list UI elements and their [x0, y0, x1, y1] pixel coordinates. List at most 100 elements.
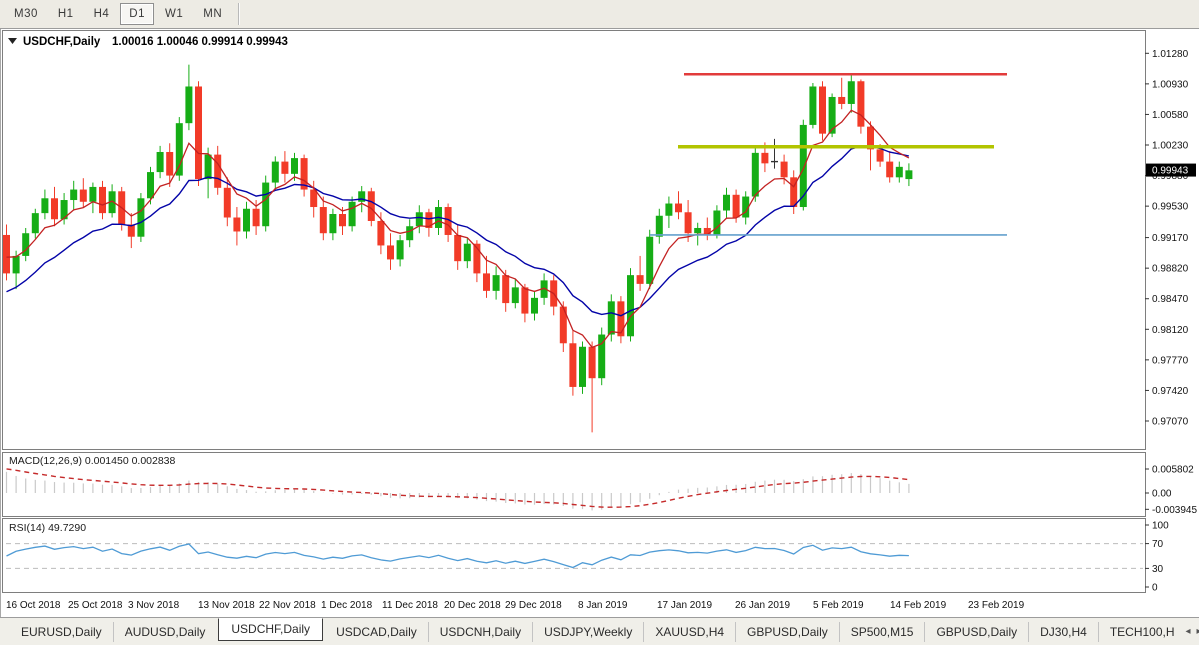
candle-body: [444, 207, 452, 235]
symbol-tab-audusd[interactable]: AUDUSD,Daily: [112, 621, 217, 642]
candle-body: [646, 236, 654, 284]
candle-body: [31, 213, 39, 234]
candle-body: [291, 158, 298, 174]
candle-body: [156, 151, 164, 173]
price-axis[interactable]: 1.01280 1.00930 1.00580 1.00230 0.99880 0.995…: [1145, 49, 1197, 594]
date-axis-label: 14 Feb 2019: [890, 600, 947, 611]
price-chart[interactable]: USDCHF,Daily 1.00016 1.00046 0.99914 0.99…: [0, 29, 1199, 617]
symbol-tab-tech100[interactable]: TECH100,H: [1097, 621, 1186, 642]
candles-layer: [3, 64, 913, 433]
symbol-tab-usdjpy[interactable]: USDJPY,Weekly: [532, 621, 643, 642]
macd-axis-label: -0.003945: [1152, 505, 1197, 516]
main-panel-frame: [2, 30, 1146, 450]
symbol-tab-usdchf-active[interactable]: USDCHF,Daily: [218, 618, 324, 641]
symbol-dropdown-icon[interactable]: [8, 38, 17, 44]
candle-body: [367, 191, 375, 221]
candle-body: [876, 149, 884, 162]
price-axis-label: 1.00930: [1152, 79, 1189, 90]
candle-body: [147, 172, 154, 199]
symbol-tab-gbpusd[interactable]: GBPUSD,Daily: [924, 621, 1028, 642]
date-axis-label: 25 Oct 2018: [68, 600, 123, 611]
date-axis-label: 13 Nov 2018: [198, 600, 255, 611]
timeframe-button-h1[interactable]: H1: [57, 8, 74, 20]
candle-body: [617, 301, 625, 337]
date-axis-label: 22 Nov 2018: [259, 600, 316, 611]
price-axis-label: 0.99170: [1152, 233, 1189, 244]
rsi-axis-label: 30: [1152, 564, 1164, 575]
symbol-tab-sp500[interactable]: SP500,M15: [838, 621, 925, 642]
candle-body: [425, 212, 433, 228]
candle-body: [531, 297, 538, 314]
candle-body: [281, 161, 289, 174]
candle-body: [99, 186, 106, 214]
candle-body: [233, 217, 241, 232]
rsi-panel-frame: [2, 518, 1146, 593]
symbol-tab-eurusd[interactable]: EURUSD,Daily: [21, 624, 102, 639]
candle-body: [867, 126, 874, 150]
macd-panel-frame: [2, 452, 1146, 517]
candle-body: [3, 234, 10, 274]
symbol-tab-usdcnh[interactable]: USDCNH,Daily: [427, 621, 532, 642]
chart-ohlc-values: 1.00016 1.00046 0.99914 0.99943: [112, 36, 288, 48]
candle-body: [166, 151, 174, 176]
date-axis-label: 26 Jan 2019: [735, 600, 790, 611]
candle-body: [262, 182, 270, 227]
macd-axis-label: 0.00: [1152, 489, 1172, 500]
symbol-tab-gbpusd[interactable]: GBPUSD,Daily: [735, 621, 839, 642]
candle-body: [223, 187, 231, 218]
price-axis-label: 0.98820: [1152, 264, 1189, 275]
timeframe-button-w1[interactable]: W1: [164, 8, 184, 20]
tab-scroll-left-icon[interactable]: ◂: [1185, 626, 1191, 637]
candle-body: [828, 96, 836, 134]
candle-body: [751, 152, 759, 197]
tab-scroll-right-icon[interactable]: ▸: [1197, 626, 1199, 637]
candle-body: [127, 224, 135, 237]
current-price-label: 0.99943: [1152, 166, 1189, 177]
timeframe-button-h4[interactable]: H4: [93, 8, 110, 20]
candle-body: [819, 86, 826, 134]
candle-body: [540, 280, 548, 298]
candle-body: [492, 275, 500, 291]
timeframe-button-mn[interactable]: MN: [203, 8, 223, 20]
price-axis-label: 1.00230: [1152, 141, 1189, 152]
candle-body: [406, 226, 414, 241]
candle-body: [799, 124, 807, 208]
symbol-tab-usdcad[interactable]: USDCAD,Daily: [336, 624, 417, 639]
candle-body: [22, 233, 30, 256]
candle-body: [483, 273, 490, 291]
symbol-tab-xauusd[interactable]: XAUUSD,H4: [643, 621, 735, 642]
price-axis-label: 1.00580: [1152, 110, 1189, 121]
candle-body: [703, 227, 711, 235]
candle-body: [358, 191, 366, 202]
candle-body: [780, 161, 788, 178]
timeframe-button-m30[interactable]: M30: [14, 8, 38, 20]
candle-body: [569, 343, 577, 387]
candle-body: [675, 203, 682, 213]
candle-body: [627, 275, 634, 337]
candle-body: [521, 287, 529, 314]
price-axis-label: 0.97770: [1152, 355, 1189, 366]
rsi-axis-label: 70: [1152, 539, 1164, 550]
candle-body: [329, 214, 337, 234]
toolbar-separator: [238, 3, 241, 25]
candle-body: [463, 243, 471, 262]
timeframe-button-d1[interactable]: D1: [120, 3, 154, 25]
date-axis-label: 20 Dec 2018: [444, 600, 501, 611]
chart-symbol-title: USDCHF,Daily: [23, 36, 101, 48]
candle-body: [137, 198, 145, 237]
date-axis-label: 11 Dec 2018: [382, 600, 438, 611]
candle-body: [723, 194, 730, 211]
candle-body: [905, 170, 913, 180]
candle-body: [742, 196, 750, 218]
candle-body: [684, 212, 692, 234]
candle-body: [377, 220, 385, 246]
timeframe-toolbar: M30 H1 H4 D1 W1 MN: [0, 0, 1199, 29]
candle-body: [857, 81, 865, 127]
candle-body: [41, 198, 49, 214]
date-axis[interactable]: 16 Oct 2018 25 Oct 2018 3 Nov 2018 13 Nov 2…: [6, 600, 1025, 611]
date-axis-label: 23 Feb 2019: [968, 600, 1025, 611]
candle-body: [79, 189, 87, 202]
symbol-tab-dj30[interactable]: DJ30,H4: [1028, 621, 1098, 642]
candle-body: [502, 275, 510, 304]
candle-body: [838, 96, 846, 104]
